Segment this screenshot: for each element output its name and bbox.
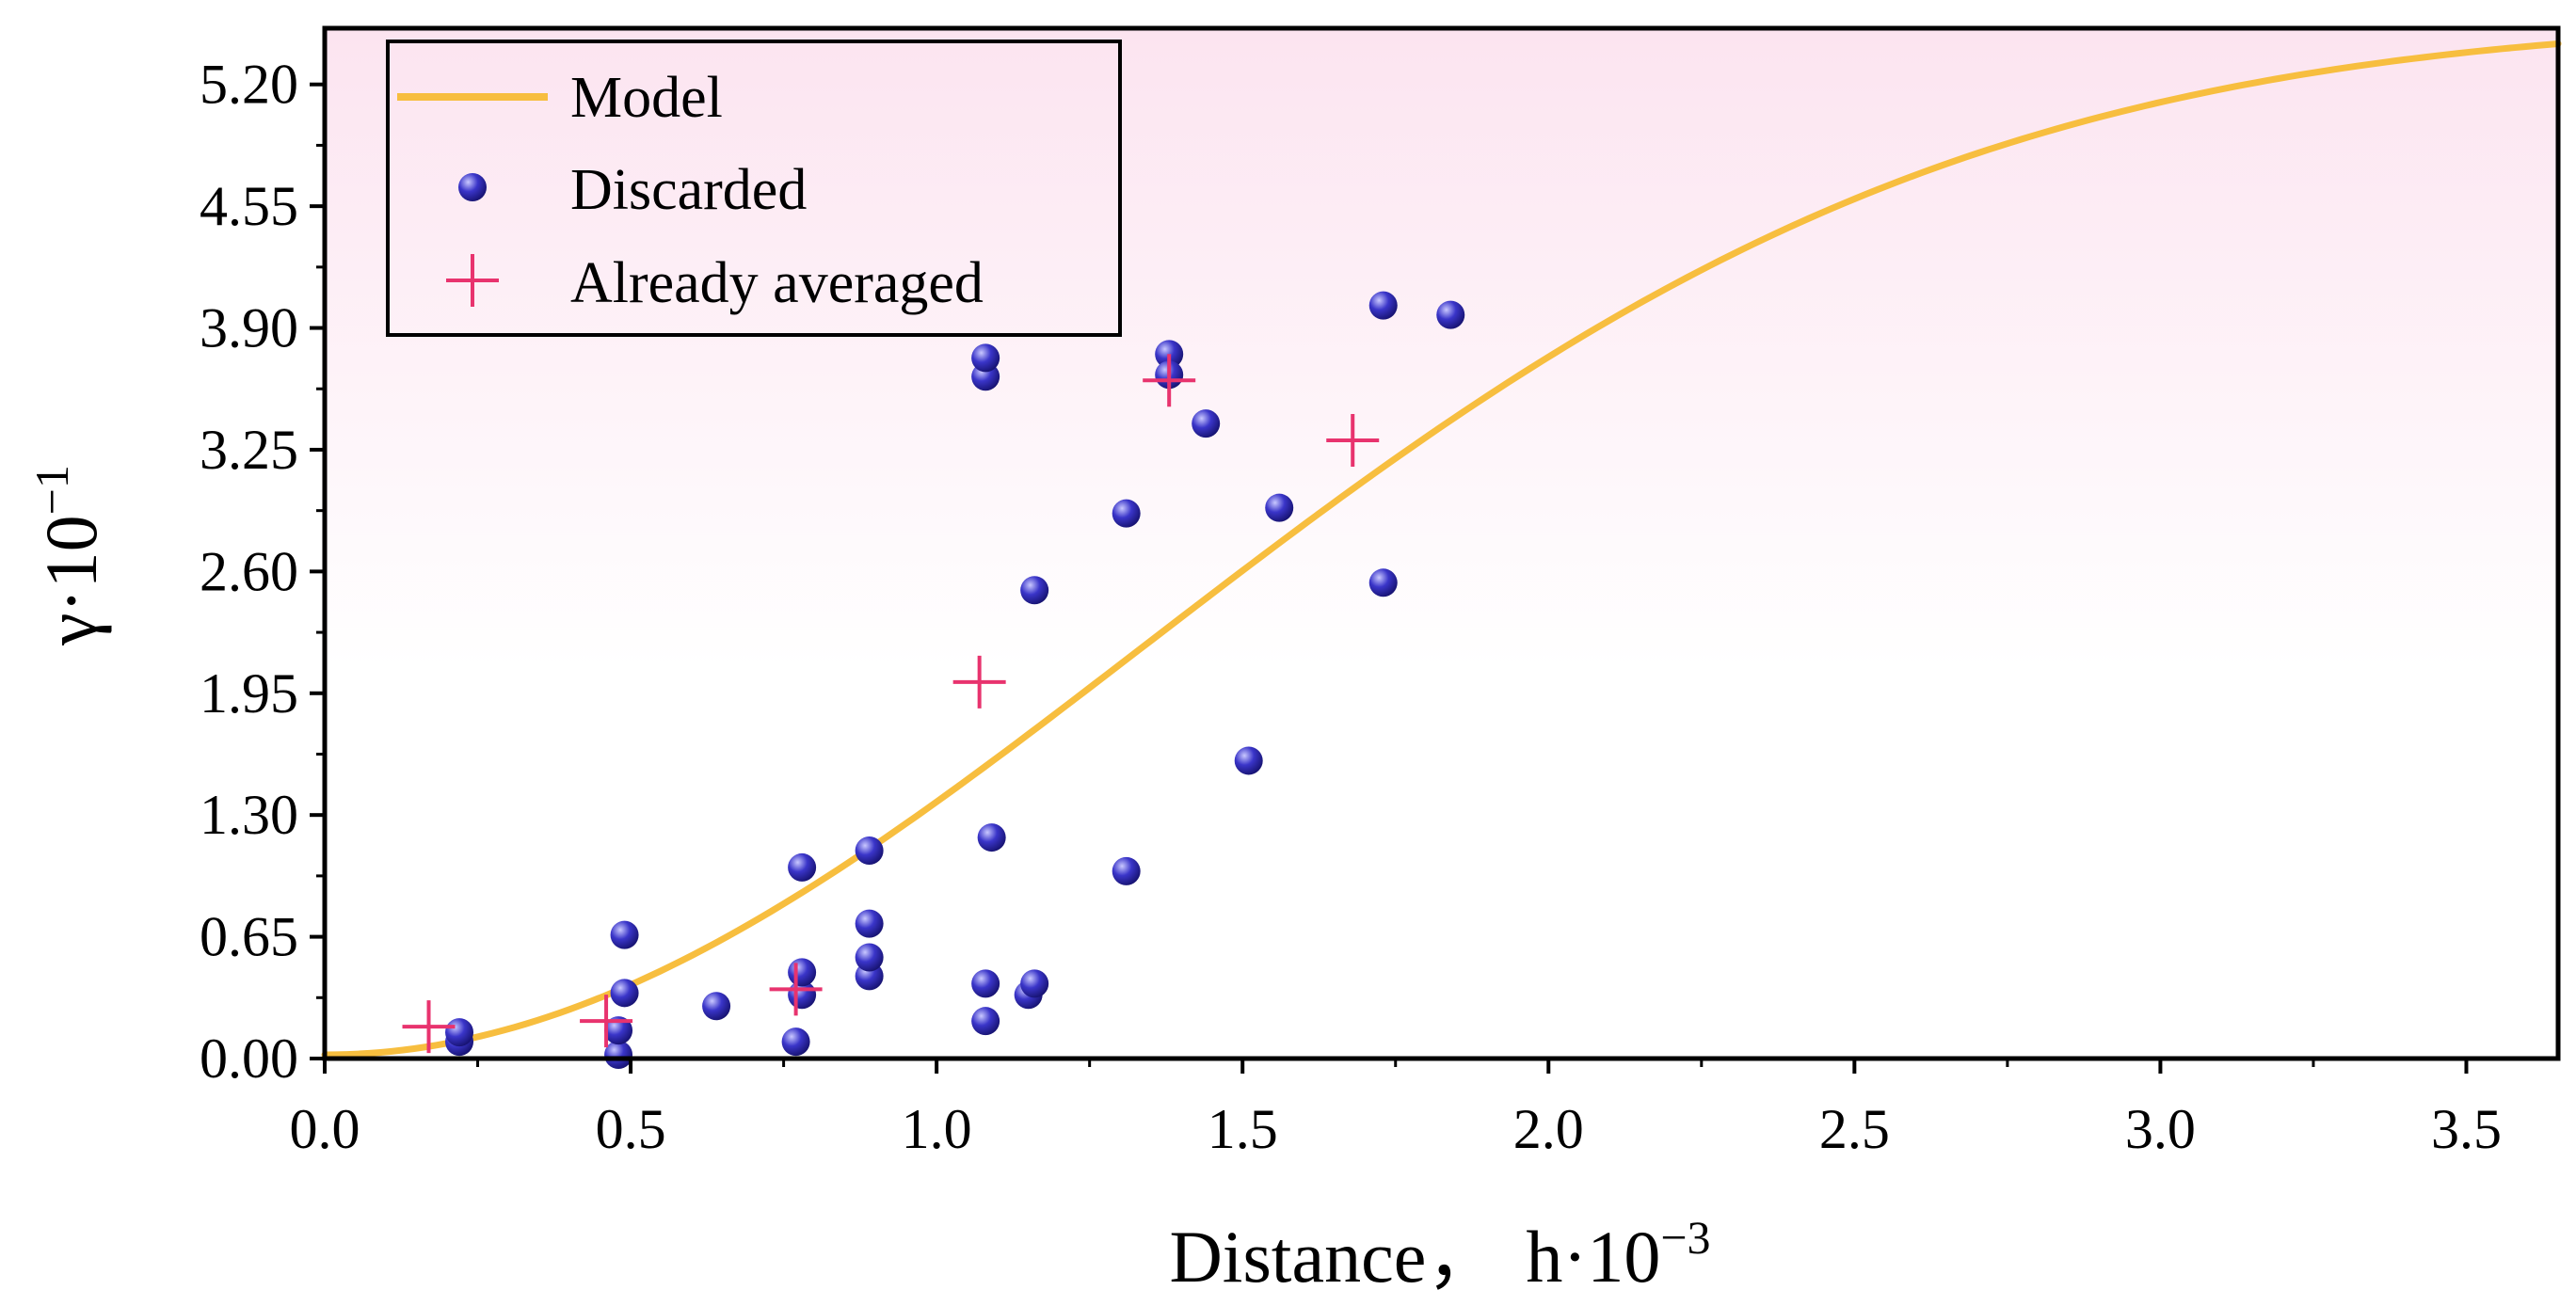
model-series <box>321 40 2562 1059</box>
averaged-point <box>1143 354 1196 407</box>
discarded-point <box>855 836 884 866</box>
x-axis-ticks: 0.0 0.5 1.0 1.5 2.0 2.5 3.0 3.5 <box>290 1059 2502 1160</box>
y-axis-ticks: 0.00 0.65 1.30 1.95 2.60 3.25 3.90 4.55 5.20 <box>200 54 325 1090</box>
discarded-point <box>1192 409 1221 438</box>
plot-frame <box>322 25 2561 1061</box>
discarded-point <box>1234 746 1263 775</box>
legend-box <box>386 40 1122 337</box>
x-tick-label: 2.0 <box>1513 1098 1584 1160</box>
discarded-point <box>855 943 884 972</box>
discarded-series <box>445 291 1465 1070</box>
x-tick-label: 2.5 <box>1819 1098 1890 1160</box>
x-axis-title-text: Distance， <box>1169 1216 1499 1298</box>
discarded-point <box>1368 291 1398 320</box>
y-axis-title: γ·10−1 <box>25 465 112 646</box>
plot-area-background <box>325 28 2558 1059</box>
y-tick-label: 1.30 <box>200 784 298 846</box>
x-tick-label: 1.0 <box>902 1098 972 1160</box>
x-axis-unit: h·10 <box>1526 1216 1660 1298</box>
y-tick-label: 3.90 <box>200 297 298 359</box>
discarded-point <box>1112 499 1141 528</box>
x-tick-label: 3.5 <box>2431 1098 2502 1160</box>
discarded-point <box>445 1018 474 1047</box>
legend: Model Discarded Already averaged <box>386 40 1122 337</box>
legend-discarded-label: Discarded <box>570 158 807 222</box>
discarded-point <box>1368 568 1398 597</box>
discarded-point <box>604 1016 633 1045</box>
discarded-point <box>604 1041 633 1070</box>
averaged-point <box>402 1000 456 1054</box>
discarded-point <box>1020 576 1049 605</box>
legend-model-label: Model <box>570 66 723 130</box>
discarded-point <box>971 969 1000 998</box>
y-tick-label: 3.25 <box>200 419 298 481</box>
x-tick-label: 1.5 <box>1208 1098 1278 1160</box>
y-tick-label: 2.60 <box>200 540 298 602</box>
averaged-point <box>580 995 633 1048</box>
y-axis-title-exponent: −1 <box>25 465 78 515</box>
model-curve <box>321 40 2562 1059</box>
x-axis-unit-exponent: −3 <box>1660 1211 1710 1264</box>
discarded-point <box>1112 856 1141 885</box>
discarded-point <box>1436 300 1465 329</box>
discarded-point <box>788 958 817 987</box>
legend-averaged-label: Already averaged <box>570 251 984 315</box>
discarded-point <box>977 823 1006 852</box>
legend-discarded-swatch <box>458 173 487 201</box>
discarded-point <box>702 992 731 1021</box>
discarded-point <box>788 852 817 882</box>
averaged-point <box>952 655 1006 709</box>
discarded-point <box>610 920 639 949</box>
x-tick-label: 0.5 <box>596 1098 666 1160</box>
discarded-point <box>855 909 884 938</box>
averaged-point <box>769 963 823 1016</box>
discarded-point <box>971 343 1000 373</box>
discarded-point <box>1265 493 1294 522</box>
y-tick-label: 0.00 <box>200 1027 298 1090</box>
y-tick-label: 4.55 <box>200 175 298 237</box>
legend-averaged-swatch <box>446 254 499 307</box>
legend-averaged-marker <box>446 254 499 307</box>
discarded-point <box>610 979 639 1008</box>
x-tick-label: 3.0 <box>2125 1098 2196 1160</box>
already-averaged-series <box>402 354 1380 1054</box>
x-tick-label: 0.0 <box>290 1098 360 1160</box>
discarded-point <box>971 1007 1000 1036</box>
y-axis-title-text: γ·10 <box>30 515 112 645</box>
y-tick-label: 0.65 <box>200 906 298 968</box>
x-axis-title: Distance， h·10−3 <box>1169 1211 1710 1298</box>
y-tick-label: 5.20 <box>200 54 298 116</box>
discarded-point <box>781 1027 810 1057</box>
y-tick-label: 1.95 <box>200 662 298 725</box>
discarded-point <box>1020 969 1049 998</box>
averaged-point <box>1326 414 1380 467</box>
